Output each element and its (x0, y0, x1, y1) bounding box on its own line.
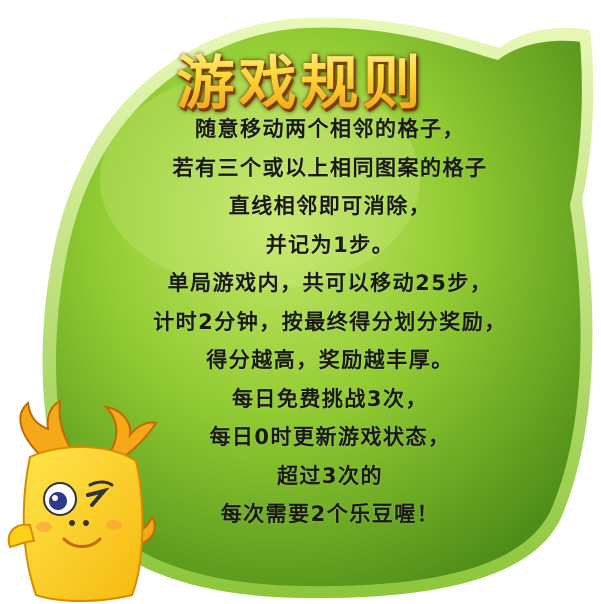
yellow-dragon-mascot (7, 399, 158, 602)
rule-line: 若有三个或以上相同图案的格子 (172, 155, 488, 180)
rule-line: 超过3次的 (276, 463, 384, 488)
rule-line: 每日免费挑战3次， (231, 386, 429, 411)
rule-line: 直线相邻即可消除， (228, 194, 432, 218)
rule-line: 每次需要2个乐豆喔！ (220, 502, 440, 526)
rule-line: 计时2分钟，按最终得分划分奖励， (153, 309, 507, 334)
game-rules-title: 游戏规则 (0, 36, 601, 120)
rule-line: 得分越高，奖励越丰厚。 (206, 348, 454, 372)
rule-line: 随意移动两个相邻的格子， (195, 117, 465, 141)
rules-list: 随意移动两个相邻的格子， 若有三个或以上相同图案的格子 直线相邻即可消除， 并记… (90, 110, 570, 534)
rule-line: 并记为1步。 (265, 232, 395, 257)
rule-line: 每日0时更新游戏状态， (209, 425, 451, 449)
rule-line: 单局游戏内，共可以移动25步， (167, 271, 493, 295)
